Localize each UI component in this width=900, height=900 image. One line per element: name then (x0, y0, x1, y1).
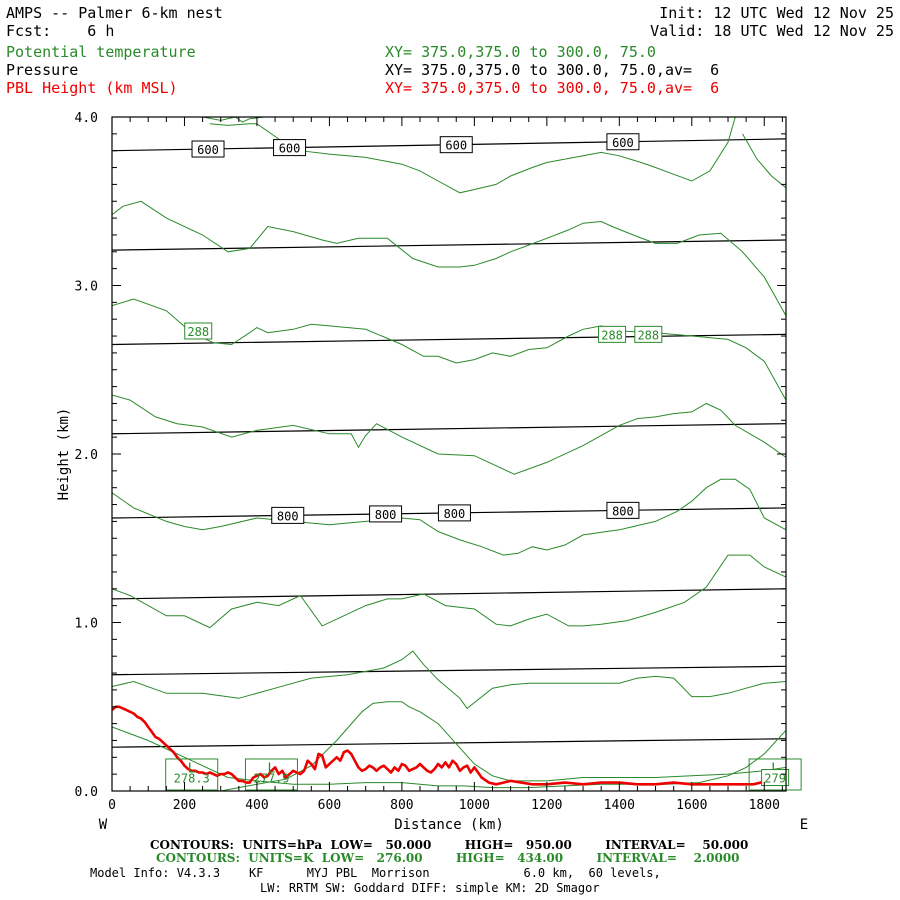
low-marker-box (748, 758, 802, 791)
low-marker: L (268, 761, 276, 776)
theta-contour-0 (112, 726, 786, 789)
axes: 0 200 400 600 800 1000 1200 1400 1600 1800 0.0 1.0 2… (56, 111, 808, 833)
field-pbl-label: PBL Height (km MSL) (6, 79, 178, 97)
y-tick-label: 0.0 (75, 785, 98, 800)
y-axis-label: Height (km) (56, 408, 72, 501)
pressure-label: 600 (197, 143, 219, 157)
theta-label: 288 (637, 328, 659, 342)
field-pressure-xy: XY= 375.0,375.0 to 300.0, 75.0,av= 6 (385, 61, 720, 79)
x-tick-label: 1800 (749, 798, 780, 813)
footer-model-info: Model Info: V4.3.3 KF MYJ PBL Morrison 6… (90, 866, 661, 880)
pbl-series (112, 705, 786, 786)
pressure-label-box (191, 140, 225, 158)
pressure-label-box (437, 504, 471, 522)
field-pbl-xy: XY= 375.0,375.0 to 300.0, 75.0,av= 6 (385, 79, 720, 97)
init-time: Init: 12 UTC Wed 12 Nov 25 (659, 4, 894, 22)
x-tick-label: 1200 (531, 798, 562, 813)
theta-contour-4 (112, 478, 786, 556)
x-tick-label: 800 (390, 798, 413, 813)
field-theta-xy: XY= 375.0,375.0 to 300.0, 75.0 (385, 43, 656, 61)
theta-contour-9 (202, 117, 265, 123)
theta-contours (112, 117, 786, 791)
pressure-label: 800 (375, 508, 397, 522)
y-tick-label: 3.0 (75, 280, 98, 295)
pressure-contour-2 (112, 333, 786, 346)
theta-contour-10 (742, 133, 786, 189)
pressure-label: 600 (279, 142, 301, 156)
pressure-contour-3 (112, 423, 786, 435)
footer-contours-k: CONTOURS: UNITS=K LOW= 276.00 HIGH= 434.… (156, 851, 740, 865)
pressure-label: 600 (612, 136, 634, 150)
pressure-label-box (606, 501, 640, 519)
pressure-label-box (439, 136, 473, 154)
pressure-label-box (369, 505, 403, 523)
theta-label-box (598, 325, 627, 343)
pressure-contour-5 (112, 588, 786, 600)
theta-label: 288 (601, 328, 623, 342)
x-tick-label: 1400 (604, 798, 635, 813)
theta-label-box (184, 322, 213, 340)
x-axis-label: Distance (km) (394, 817, 504, 833)
x-tick-label: 1000 (459, 798, 490, 813)
x-axis-west-label: W (99, 817, 108, 833)
field-pressure-label: Pressure (6, 61, 79, 79)
x-tick-label: 200 (173, 798, 196, 813)
valid-time: Valid: 18 UTC Wed 12 Nov 25 (650, 22, 894, 40)
low-marker: L (188, 761, 196, 776)
footer-physics-info: LW: RRTM SW: Goddard DIFF: simple KM: 2D… (260, 881, 600, 895)
pressure-label: 800 (444, 507, 466, 521)
contour-labels: 600 600 600 600 800 800 800 800 L L L 288 288 288 278.… (165, 133, 802, 791)
low-marker-box (244, 758, 298, 791)
x-axis-east-label: E (800, 817, 808, 833)
pressure-label: 800 (612, 504, 634, 518)
x-tick-label: 0 (108, 798, 116, 813)
theta-contour-3 (112, 554, 786, 629)
low-marker: L (771, 761, 779, 776)
x-tick-label: 1600 (676, 798, 707, 813)
pressure-contour-6 (112, 665, 786, 676)
pressure-contour-1 (112, 239, 786, 251)
y-tick-label: 2.0 (75, 448, 98, 463)
theta-label: 279 (764, 772, 786, 786)
plot-title: AMPS -- Palmer 6-km nest (6, 4, 223, 22)
theta-contour-6 (112, 298, 786, 401)
pressure-label: 800 (277, 509, 299, 523)
pressure-label: 600 (445, 139, 467, 153)
theta-label-box (634, 325, 663, 343)
low-marker-box (165, 758, 219, 791)
theta-contour-7 (112, 200, 786, 317)
x-tick-label: 400 (245, 798, 268, 813)
theta-label: 278.3 (174, 772, 210, 786)
y-tick-label: 1.0 (75, 617, 98, 632)
x-tick-label: 600 (318, 798, 341, 813)
field-theta-label: Potential temperature (6, 43, 196, 61)
pressure-label-box (606, 133, 640, 151)
pbl-height-line (112, 705, 786, 786)
forecast-hour: Fcst: 6 h (6, 22, 115, 40)
theta-label: 288 (187, 325, 209, 339)
pressure-contours (112, 138, 786, 748)
pressure-label-box (273, 139, 307, 157)
theta-label: 277.9 (253, 772, 289, 786)
theta-contour-5 (112, 394, 786, 475)
pressure-label-box (271, 506, 305, 524)
pressure-contour-7 (112, 738, 786, 748)
theta-contour-1 (112, 701, 786, 791)
theta-label-box (761, 769, 790, 787)
y-tick-label: 4.0 (75, 111, 98, 126)
theta-contour-2 (112, 650, 786, 710)
footer-contours-hpa: CONTOURS: UNITS=hPa LOW= 50.000 HIGH= 95… (150, 838, 749, 852)
